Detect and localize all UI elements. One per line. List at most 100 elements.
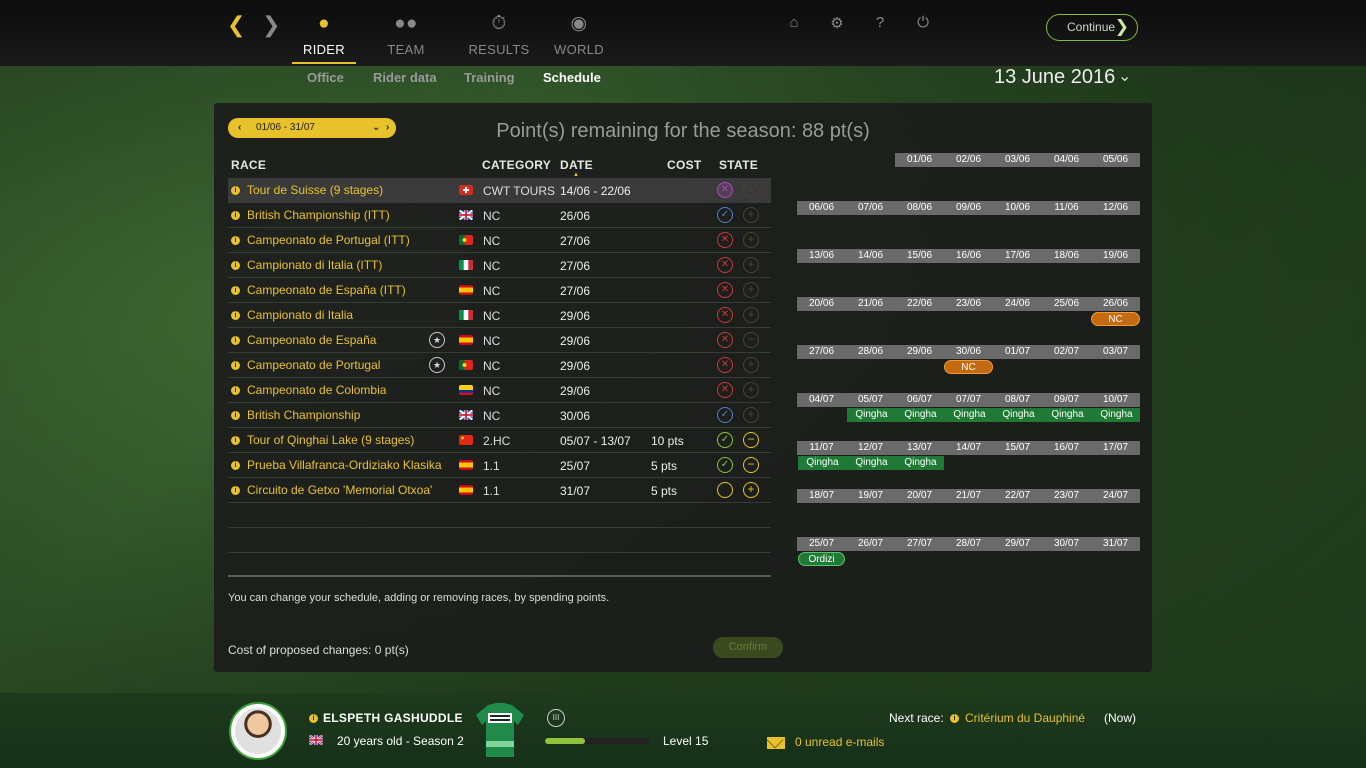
add-race-button[interactable]: + bbox=[743, 407, 759, 423]
subtab-training[interactable]: Training bbox=[464, 70, 515, 85]
info-icon[interactable]: i bbox=[231, 461, 240, 470]
race-name[interactable]: Tour of Qinghai Lake (9 stages) bbox=[247, 433, 415, 447]
race-row[interactable]: i Tour of Qinghai Lake (9 stages) 2.HC 05/0… bbox=[228, 428, 771, 453]
add-race-button[interactable]: + bbox=[743, 207, 759, 223]
info-icon[interactable]: i bbox=[231, 236, 240, 245]
current-date[interactable]: 13 June 2016 bbox=[994, 66, 1116, 88]
home-icon[interactable]: ⌂ bbox=[789, 14, 799, 31]
race-name[interactable]: British Championship bbox=[247, 408, 361, 422]
race-name[interactable]: Campeonato de Colombia bbox=[247, 383, 387, 397]
info-icon[interactable]: i bbox=[231, 286, 240, 295]
subtab-schedule[interactable]: Schedule bbox=[543, 70, 601, 85]
column-cost[interactable]: COST bbox=[667, 158, 702, 172]
chevron-right-icon[interactable]: › bbox=[386, 122, 390, 133]
add-race-button[interactable]: + bbox=[743, 282, 759, 298]
info-icon[interactable]: i bbox=[231, 336, 240, 345]
calendar-event[interactable]: NC bbox=[1091, 312, 1140, 326]
gear-icon[interactable]: ⚙ bbox=[830, 15, 844, 32]
race-row[interactable]: i Campeonato de Colombia NC 29/06 ✕ + bbox=[228, 378, 771, 403]
race-name[interactable]: Campionato di Italia bbox=[247, 308, 354, 322]
calendar-event[interactable]: Ordizi bbox=[798, 552, 845, 566]
race-name[interactable]: Tour de Suisse (9 stages) bbox=[247, 183, 384, 197]
info-icon[interactable]: i bbox=[231, 186, 240, 195]
race-row[interactable]: i Circuito de Getxo 'Memorial Otxoa' 1.1 31… bbox=[228, 478, 771, 503]
info-icon[interactable]: i bbox=[231, 436, 240, 445]
race-name[interactable]: Circuito de Getxo 'Memorial Otxoa' bbox=[247, 483, 433, 497]
info-icon[interactable]: i bbox=[231, 261, 240, 270]
tab-team[interactable]: ●● TEAM bbox=[374, 12, 438, 57]
rider-name[interactable]: ELSPETH GASHUDDLE bbox=[323, 711, 463, 725]
race-row[interactable]: i British Championship NC 30/06 ✓ + bbox=[228, 403, 771, 428]
race-row[interactable]: i Campeonato de Portugal (ITT) NC 27/06 ✕ + bbox=[228, 228, 771, 253]
calendar-event[interactable]: Qingha Qingha Qingha bbox=[798, 456, 944, 470]
add-race-button[interactable]: + bbox=[743, 182, 759, 198]
race-name[interactable]: Campeonato de España bbox=[247, 333, 377, 347]
mail-icon[interactable] bbox=[767, 737, 785, 749]
add-race-button[interactable]: + bbox=[743, 232, 759, 248]
remove-race-button[interactable]: − bbox=[743, 432, 759, 448]
race-name[interactable]: British Championship (ITT) bbox=[247, 208, 390, 222]
tab-world[interactable]: ◉ WORLD bbox=[547, 12, 611, 57]
power-icon[interactable]: ⏻ bbox=[917, 14, 929, 31]
add-race-button[interactable]: + bbox=[743, 257, 759, 273]
info-icon[interactable]: i bbox=[231, 211, 240, 220]
race-row[interactable]: i Campeonato de España (ITT) NC 27/06 ✕ + bbox=[228, 278, 771, 303]
star-icon: ★ bbox=[429, 357, 445, 373]
race-row[interactable]: i Prueba Villafranca-Ordiziako Klasika 1.1… bbox=[228, 453, 771, 478]
race-row[interactable]: i Tour de Suisse (9 stages) CWT TOURS 14/06… bbox=[228, 178, 771, 203]
add-race-button[interactable]: + bbox=[743, 382, 759, 398]
chevron-down-icon[interactable]: ⌄ bbox=[1118, 68, 1132, 85]
race-row[interactable]: i Campionato di Italia (ITT) NC 27/06 ✕ + bbox=[228, 253, 771, 278]
calendar-week: 01/06 02/06 03/06 04/06 05/06 bbox=[895, 153, 1140, 167]
race-name[interactable]: Campionato di Italia (ITT) bbox=[247, 258, 383, 272]
confirm-button[interactable]: Confirm bbox=[713, 637, 783, 658]
unread-emails[interactable]: 0 unread e-mails bbox=[795, 735, 885, 749]
column-race[interactable]: RACE bbox=[231, 158, 267, 172]
tab-rider[interactable]: ● RIDER bbox=[292, 12, 356, 64]
chevron-down-icon[interactable]: ⌄ bbox=[372, 122, 381, 133]
info-icon[interactable]: i bbox=[231, 361, 240, 370]
experience-fill bbox=[545, 738, 585, 744]
race-category: NC bbox=[483, 234, 501, 248]
race-name[interactable]: Campeonato de Portugal bbox=[247, 358, 381, 372]
info-icon[interactable]: i bbox=[231, 386, 240, 395]
remove-race-button[interactable]: − bbox=[743, 332, 759, 348]
info-icon[interactable]: i bbox=[309, 714, 318, 723]
add-race-button[interactable]: + bbox=[743, 357, 759, 373]
race-row[interactable]: i Campionato di Italia NC 29/06 ✕ + bbox=[228, 303, 771, 328]
info-icon[interactable]: i bbox=[231, 311, 240, 320]
remove-race-button[interactable]: − bbox=[743, 457, 759, 473]
add-race-button[interactable]: + bbox=[743, 482, 759, 498]
tab-results[interactable]: ⏱ RESULTS bbox=[467, 12, 531, 57]
race-row[interactable]: i British Championship (ITT) NC 26/06 ✓ + bbox=[228, 203, 771, 228]
period-selector[interactable]: ‹ 01/06 - 31/07 ⌄ › bbox=[228, 118, 396, 138]
back-arrow-icon[interactable]: ❮ bbox=[227, 12, 246, 37]
race-name[interactable]: Prueba Villafranca-Ordiziako Klasika bbox=[247, 458, 442, 472]
race-category: 1.1 bbox=[483, 484, 500, 498]
column-date[interactable]: DATE bbox=[560, 158, 593, 172]
column-category[interactable]: CATEGORY bbox=[482, 158, 552, 172]
column-state[interactable]: STATE bbox=[719, 158, 759, 172]
forward-arrow-icon[interactable]: ❯ bbox=[262, 12, 281, 37]
next-race-name[interactable]: Critérium du Dauphiné bbox=[965, 711, 1086, 725]
calendar-event[interactable]: Qingha Qingha Qingha Qingha Qingha Qingha bbox=[847, 408, 1140, 422]
info-icon[interactable]: i bbox=[231, 411, 240, 420]
race-row[interactable]: i Campeonato de España ★ NC 29/06 ✕ − bbox=[228, 328, 771, 353]
race-name[interactable]: Campeonato de Portugal (ITT) bbox=[247, 233, 410, 247]
calendar-day: 29/06 bbox=[906, 346, 933, 357]
subtab-office[interactable]: Office bbox=[307, 70, 344, 85]
rider-avatar[interactable] bbox=[229, 702, 287, 760]
race-name[interactable]: Campeonato de España (ITT) bbox=[247, 283, 406, 297]
chevron-left-icon[interactable]: ‹ bbox=[238, 122, 242, 133]
tab-world-label: WORLD bbox=[554, 42, 604, 57]
info-icon[interactable]: i bbox=[950, 714, 959, 723]
info-icon[interactable]: i bbox=[231, 486, 240, 495]
calendar-day: 01/07 bbox=[1004, 346, 1031, 357]
add-race-button[interactable]: + bbox=[743, 307, 759, 323]
calendar-event[interactable]: NC bbox=[944, 360, 993, 374]
help-icon[interactable]: ? bbox=[875, 14, 885, 31]
continue-button[interactable]: Continue ❯ bbox=[1046, 14, 1138, 41]
points-remaining-title: Point(s) remaining for the season: 88 pt… bbox=[496, 120, 870, 142]
race-row[interactable]: i Campeonato de Portugal ★ NC 29/06 ✕ + bbox=[228, 353, 771, 378]
subtab-rider-data[interactable]: Rider data bbox=[373, 70, 437, 85]
